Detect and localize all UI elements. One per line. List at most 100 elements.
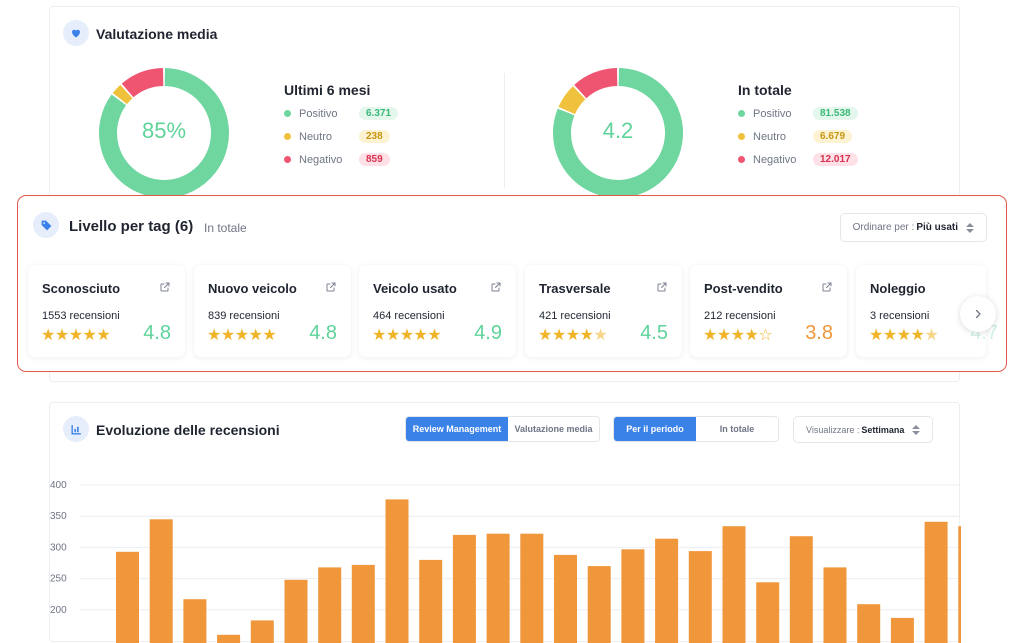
view-prefix: Visualizzare : — [806, 424, 860, 435]
tag-card[interactable]: Nuovo veicolo 839 recensioni ★★★★★ 4.8 — [194, 265, 351, 357]
legend-negative-last6: Negativo 859 — [284, 153, 390, 166]
sort-prefix: Ordinare per : — [852, 222, 915, 233]
tag-level-subtitle: In totale — [204, 221, 247, 235]
legend-label: Negativo — [753, 153, 797, 166]
bar[interactable] — [250, 620, 274, 643]
review-count: 212 recensioni — [704, 310, 776, 322]
star-icon: ★ — [427, 327, 442, 344]
star-icon: ★ — [716, 327, 731, 344]
tag-level-title: Livello per tag (6) — [69, 218, 194, 235]
star-icon: ★ — [730, 327, 745, 344]
tag-name: Sconosciuto — [42, 281, 121, 296]
tag-card[interactable]: Veicolo usato 464 recensioni ★★★★★ 4.9 — [359, 265, 516, 357]
negative-slice — [574, 68, 618, 99]
star-icon: ★ — [248, 327, 263, 344]
bar[interactable] — [688, 551, 712, 643]
neutral-count-badge: 6.679 — [813, 130, 853, 143]
bar[interactable] — [924, 521, 948, 643]
negative-slice — [121, 68, 164, 98]
tag-name: Noleggio — [870, 281, 926, 296]
bar[interactable] — [419, 559, 443, 643]
bar[interactable] — [284, 579, 308, 643]
negative-count-badge: 859 — [359, 153, 390, 166]
legend-label: Positivo — [753, 107, 792, 120]
positive-count-badge: 81.538 — [813, 107, 858, 120]
external-link-icon[interactable] — [490, 281, 502, 293]
star-icon: ★ — [220, 327, 235, 344]
per-period-tab[interactable]: Per il periodo — [614, 417, 696, 441]
star-icon: ★ — [551, 327, 566, 344]
average-rating-title: Valutazione media — [96, 26, 218, 42]
donut-chart-total — [553, 68, 683, 198]
bar[interactable] — [452, 534, 476, 643]
tag-card[interactable]: Trasversale 421 recensioni ★★★★★ 4.5 — [525, 265, 682, 357]
bar[interactable] — [554, 554, 577, 643]
next-arrow-button[interactable] — [960, 296, 996, 332]
external-link-icon[interactable] — [159, 281, 171, 293]
bar[interactable] — [958, 526, 961, 643]
bar[interactable] — [318, 567, 342, 643]
star-icon: ★ — [869, 327, 883, 344]
bar[interactable] — [621, 549, 645, 643]
bar[interactable] — [756, 582, 780, 643]
view-value: Settimana — [861, 424, 905, 435]
average-rating-tab[interactable]: Valutazione media — [507, 417, 599, 441]
legend-title-last6: Ultimi 6 mesi — [284, 82, 371, 98]
review-management-tab[interactable]: Review Management — [406, 417, 508, 441]
legend-label: Neutro — [299, 130, 333, 143]
bar-chart-icon — [63, 416, 89, 442]
bar[interactable] — [655, 538, 679, 643]
heart-icon — [63, 20, 89, 46]
review-count: 421 recensioni — [539, 310, 611, 322]
bar[interactable] — [116, 551, 139, 643]
star-icon: ★ — [565, 327, 580, 344]
tag-score: 4.9 — [474, 322, 502, 344]
bar[interactable] — [722, 526, 746, 643]
star-icon: ★ — [207, 327, 221, 344]
star-icon: ★ — [896, 327, 911, 344]
tag-card[interactable]: Sconosciuto 1553 recensioni ★★★★★ 4.8 — [28, 265, 185, 357]
star-rating: ★★★★★ — [372, 325, 442, 345]
reviews-bar-chart: 400 350 300 250 200 — [50, 480, 961, 643]
bar[interactable] — [587, 566, 611, 643]
bar[interactable] — [217, 634, 241, 643]
legend-positive-total: Positivo 81.538 — [738, 107, 858, 120]
in-total-tab[interactable]: In totale — [696, 417, 778, 441]
star-icon: ★ — [385, 327, 400, 344]
bar[interactable] — [520, 533, 544, 643]
y-tick-label: 250 — [50, 574, 67, 585]
negative-count-badge: 12.017 — [813, 153, 858, 166]
external-link-icon[interactable] — [656, 281, 668, 293]
positive-slice — [553, 68, 683, 198]
tag-name: Nuovo veicolo — [208, 281, 297, 296]
external-link-icon[interactable] — [325, 281, 337, 293]
bar[interactable] — [385, 499, 409, 643]
bar[interactable] — [351, 564, 375, 643]
view-arrows-icon — [912, 424, 921, 435]
sort-arrows-icon — [966, 222, 974, 233]
view-dropdown[interactable]: Visualizzare : Settimana — [793, 416, 934, 443]
sort-dropdown[interactable]: Ordinare per : Più usati — [839, 213, 987, 242]
sort-value: Più usati — [916, 222, 958, 233]
positive-count-badge: 6.371 — [359, 107, 399, 120]
mode-toggle: Review Management Valutazione media — [405, 416, 600, 442]
bar[interactable] — [789, 536, 813, 643]
bar[interactable] — [183, 599, 207, 643]
tag-card[interactable]: Post-vendito 212 recensioni ★★★★☆ 3.8 — [690, 265, 847, 357]
bar[interactable] — [149, 519, 173, 643]
evolution-title: Evoluzione delle recensioni — [96, 422, 280, 438]
bar[interactable] — [857, 604, 881, 643]
star-icon: ★ — [579, 327, 594, 344]
positive-dot — [738, 110, 745, 117]
tag-name: Post-vendito — [704, 281, 783, 296]
bar[interactable] — [823, 567, 847, 643]
bar[interactable] — [486, 533, 510, 643]
divider — [504, 73, 505, 188]
star-rating: ★★★★★ — [538, 325, 608, 345]
star-icon: ★ — [399, 327, 414, 344]
legend-label: Positivo — [299, 107, 338, 120]
star-icon: ★ — [593, 327, 608, 344]
legend-neutral-last6: Neutro 238 — [284, 130, 390, 143]
external-link-icon[interactable] — [821, 281, 833, 293]
star-icon: ★ — [744, 327, 759, 344]
